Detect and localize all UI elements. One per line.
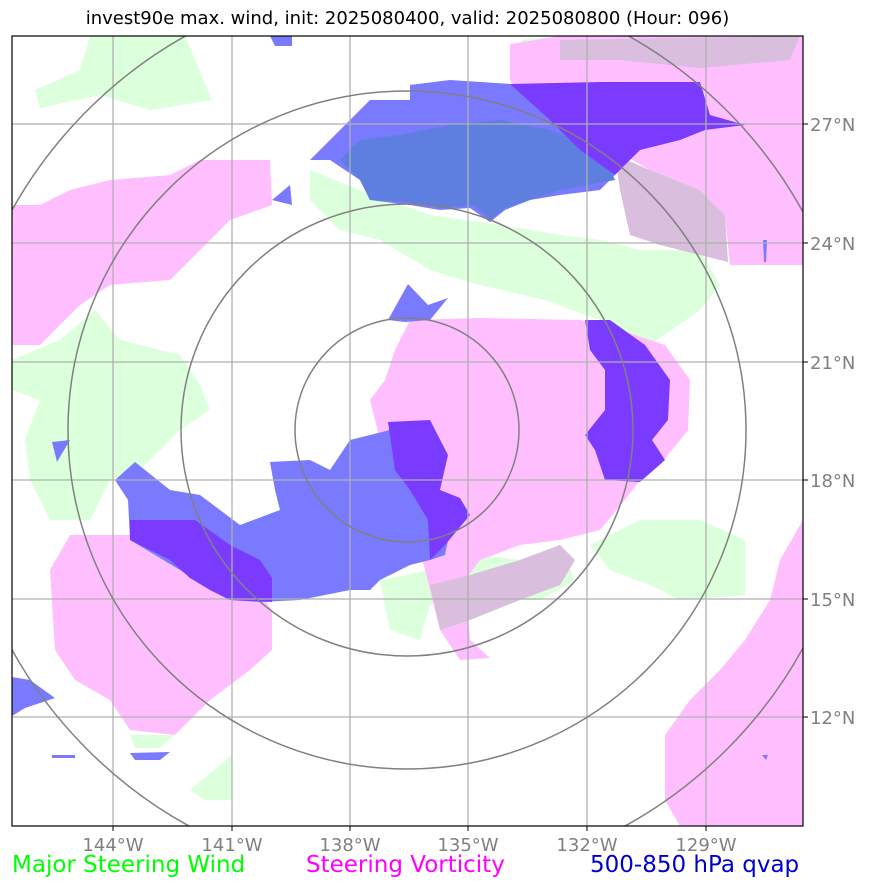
legend-qvap: 500-850 hPa qvap [590,852,800,878]
lon-label: 144°W [82,835,143,856]
lon-label: 132°W [556,835,617,856]
lat-label: 24°N [810,234,855,255]
legend-steering-wind: Major Steering Wind [12,852,246,878]
map-title: invest90e max. wind, init: 2025080400, v… [85,8,730,29]
lat-label: 21°N [810,353,855,374]
graticule [12,36,803,826]
lat-label: 18°N [810,471,855,492]
lon-label: 135°W [437,835,498,856]
range-rings [12,36,803,826]
lon-label: 129°W [675,835,736,856]
lon-label: 141°W [201,835,262,856]
legend-steering-vorticity: Steering Vorticity [306,852,505,878]
map-frame [11,35,804,827]
tick-marks [112,123,808,831]
qvap-layer [12,36,768,760]
lon-label: 138°W [319,835,380,856]
lat-label: 12°N [810,708,855,729]
overlap-layer [430,36,800,630]
lat-label: 15°N [810,590,855,611]
lat-label: 27°N [810,115,855,136]
